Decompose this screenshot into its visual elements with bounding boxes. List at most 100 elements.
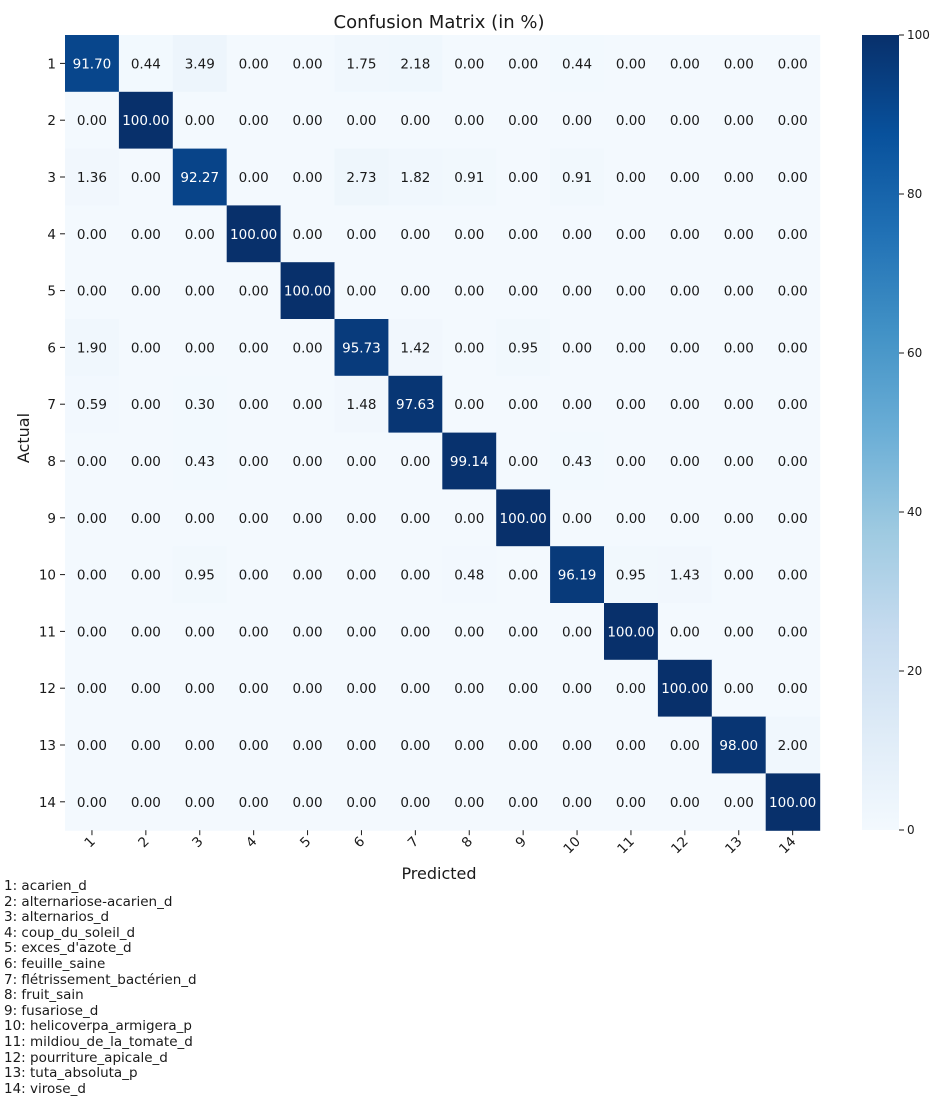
cell-value-label: 0.00 <box>454 284 484 300</box>
cell-value-label: 0.00 <box>346 284 376 300</box>
cell-value-label: 0.00 <box>77 454 107 470</box>
cell-value-label: 0.00 <box>293 624 323 640</box>
cell-value-label: 0.00 <box>239 284 269 300</box>
heatmap-cell <box>65 262 120 320</box>
cell-value-label: 0.00 <box>454 795 484 811</box>
cell-value-label: 0.00 <box>293 340 323 356</box>
cell-value-label: 0.00 <box>293 454 323 470</box>
heatmap-cell <box>711 489 767 547</box>
heatmap-cell <box>657 489 713 547</box>
cell-value-label: 0.00 <box>400 624 430 640</box>
cell-value-label: 91.70 <box>73 56 112 72</box>
cell-value-label: 0.00 <box>239 454 269 470</box>
cell-value-label: 0.00 <box>400 568 430 584</box>
colorbar-ticks: 0 20 40 60 80 100 <box>899 28 930 837</box>
cell-value-label: 0.00 <box>293 795 323 811</box>
cell-value-label: 2.73 <box>346 170 376 186</box>
cell-value-label: 0.00 <box>724 568 754 584</box>
cell-value-label: 0.00 <box>131 227 161 243</box>
heatmap-cell <box>657 659 713 718</box>
cell-value-label: 2.00 <box>778 738 808 754</box>
cell-value-label: 0.00 <box>185 227 215 243</box>
heatmap-cell <box>334 262 389 320</box>
heatmap-cell <box>65 603 120 661</box>
cell-value-label: 0.00 <box>562 340 592 356</box>
cell-value-label: 0.00 <box>346 624 376 640</box>
x-tick-label: 5 <box>297 834 314 851</box>
cell-value-label: 0.00 <box>670 56 700 72</box>
cell-value-label: 0.00 <box>239 795 269 811</box>
cell-value-label: 0.00 <box>724 284 754 300</box>
heatmap-cell <box>280 716 336 774</box>
heatmap-cell <box>496 91 551 150</box>
heatmap-cell <box>765 489 821 547</box>
heatmap-cell <box>442 489 497 547</box>
cell-value-label: 0.00 <box>778 397 808 413</box>
cell-value-label: 100.00 <box>122 113 169 129</box>
cell-value-label: 0.00 <box>616 340 646 356</box>
heatmap-cell <box>711 546 767 604</box>
cell-value-label: 0.00 <box>185 113 215 129</box>
heatmap-cell <box>280 489 336 547</box>
cell-value-label: 0.00 <box>131 568 161 584</box>
cell-value-label: 0.00 <box>616 113 646 129</box>
cell-value-label: 0.00 <box>131 511 161 527</box>
cell-value-label: 0.00 <box>670 284 700 300</box>
heatmap-cell <box>496 205 551 263</box>
heatmap-cell <box>172 205 228 263</box>
x-tick-label: 4 <box>243 834 260 851</box>
cell-value-label: 0.00 <box>400 284 430 300</box>
cell-value-label: 0.00 <box>454 511 484 527</box>
heatmap-cell <box>226 91 282 150</box>
cell-value-label: 0.00 <box>77 681 107 697</box>
heatmap-cell <box>65 546 120 604</box>
heatmap-cell <box>388 148 443 206</box>
heatmap-cell <box>172 773 228 831</box>
cell-value-label: 0.00 <box>239 170 269 186</box>
cell-value-label: 0.00 <box>77 284 107 300</box>
heatmap-cell <box>550 603 605 661</box>
heatmap-cell <box>550 659 605 718</box>
heatmap-cell <box>280 205 336 263</box>
cell-value-label: 0.00 <box>562 681 592 697</box>
cell-value-label: 0.00 <box>616 795 646 811</box>
heatmap-cell <box>657 773 713 831</box>
heatmap-cell <box>496 35 551 93</box>
class-legend: 1: acarien_d 2: alternariose-acarien_d 3: … <box>4 878 197 1097</box>
cell-value-label: 0.00 <box>131 738 161 754</box>
heatmap-cell <box>711 773 767 831</box>
heatmap-cell <box>388 375 443 434</box>
cell-value-label: 0.91 <box>562 170 592 186</box>
cell-value-label: 0.00 <box>724 340 754 356</box>
cell-value-label: 0.00 <box>346 738 376 754</box>
heatmap-cell <box>765 716 821 774</box>
heatmap-cell <box>496 716 551 774</box>
heatmap-cell <box>65 205 120 263</box>
heatmap-cell <box>118 773 174 831</box>
heatmap-cell <box>550 773 605 831</box>
cell-value-label: 0.59 <box>77 397 107 413</box>
x-tick-label: 14 <box>776 834 799 857</box>
cell-value-label: 0.00 <box>185 681 215 697</box>
cell-value-label: 0.00 <box>562 284 592 300</box>
y-tick-label: 14 <box>39 795 56 811</box>
heatmap-cell <box>442 375 497 434</box>
cell-value-label: 1.75 <box>346 56 376 72</box>
heatmap-cell <box>388 603 443 661</box>
legend-item: 7: flétrissement_bactérien_d <box>4 971 197 988</box>
cell-value-label: 0.00 <box>131 624 161 640</box>
heatmap-cell <box>388 489 443 547</box>
heatmap-cell <box>711 205 767 263</box>
heatmap-cell <box>280 35 336 93</box>
cell-value-label: 0.00 <box>400 227 430 243</box>
cell-value-label: 0.00 <box>131 340 161 356</box>
y-tick-label: 12 <box>39 681 56 697</box>
cell-value-label: 0.00 <box>293 397 323 413</box>
cell-value-label: 0.00 <box>508 454 538 470</box>
y-axis-title: Actual <box>14 413 33 463</box>
cell-value-label: 0.91 <box>454 170 484 186</box>
cell-value-label: 0.00 <box>454 681 484 697</box>
heatmap-cell <box>172 716 228 774</box>
cell-value-label: 0.00 <box>724 397 754 413</box>
heatmap-cell <box>334 773 389 831</box>
